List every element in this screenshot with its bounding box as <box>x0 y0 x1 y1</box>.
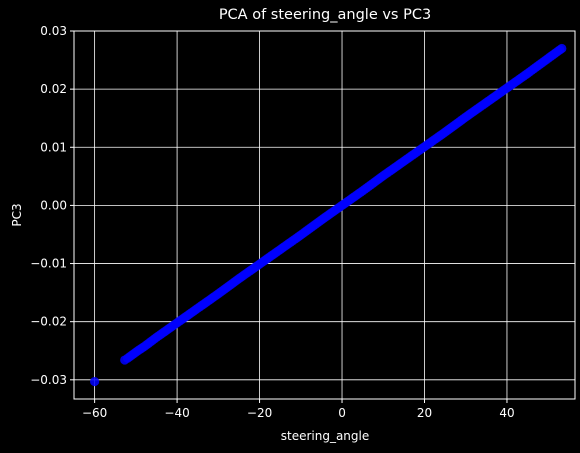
y-tick-label: −0.01 <box>30 257 67 271</box>
chart-title: PCA of steering_angle vs PC3 <box>219 7 431 23</box>
x-tick-label: −60 <box>82 406 107 420</box>
plot-frame <box>73 30 576 400</box>
y-tick-label: 0.02 <box>40 82 67 96</box>
x-tick-label: 0 <box>338 406 346 420</box>
x-tick-label: 20 <box>417 406 432 420</box>
x-axis-label: steering_angle <box>281 429 370 443</box>
scatter-point <box>557 43 567 54</box>
y-tick-label: −0.02 <box>30 315 67 329</box>
y-axis-label: PC3 <box>10 203 24 226</box>
x-tick-label: −20 <box>247 406 272 420</box>
x-tick-label: 40 <box>499 406 514 420</box>
y-tick-label: 0.01 <box>40 140 67 154</box>
x-tick-label: −40 <box>164 406 189 420</box>
y-axis-ticks: −0.03 −0.02 −0.01 0.00 0.01 0.02 0.03 <box>30 24 74 387</box>
y-tick-label: 0.00 <box>40 198 67 212</box>
x-axis-ticks: −60 −40 −20 0 20 40 <box>82 399 515 420</box>
scatter-point <box>90 376 100 387</box>
y-tick-label: −0.03 <box>30 373 67 387</box>
y-tick-label: 0.03 <box>40 24 67 38</box>
scatter-points <box>90 43 567 387</box>
